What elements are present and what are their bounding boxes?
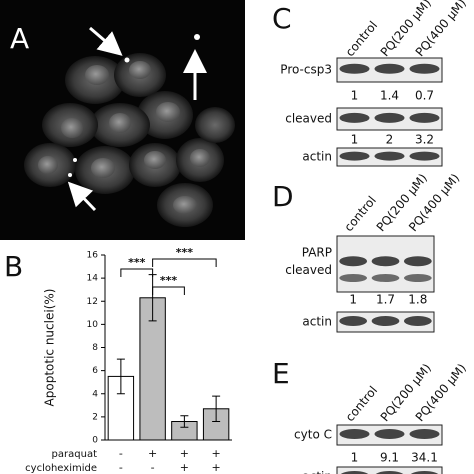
band <box>409 151 440 161</box>
y-tick-label: 14 <box>87 274 99 284</box>
condition-sign: - <box>151 461 155 474</box>
band <box>410 471 439 474</box>
quantification: 1.7 <box>376 293 395 307</box>
quantification: 9.1 <box>380 451 399 465</box>
error-bar-path <box>180 415 189 428</box>
band <box>409 429 440 439</box>
blot-label: actin <box>302 470 332 474</box>
quantification: 34.1 <box>411 451 438 465</box>
band <box>403 316 432 326</box>
band <box>339 274 368 282</box>
error-bar-path <box>212 395 221 422</box>
condition-sign: + <box>212 447 221 460</box>
y-tick-label: 2 <box>92 412 98 422</box>
condition-sign: - <box>119 447 123 460</box>
panel-label: A <box>10 22 29 55</box>
quantification: 1.4 <box>380 89 399 103</box>
band <box>371 316 400 326</box>
panel-label: C <box>272 2 292 35</box>
band <box>374 151 405 161</box>
condition-sign: + <box>212 461 221 474</box>
blot-label: cyto C <box>294 428 332 442</box>
significance-bracket <box>120 268 154 277</box>
micrograph: A <box>0 0 245 240</box>
y-tick-label: 4 <box>92 389 98 399</box>
quantification: 3.2 <box>415 133 434 147</box>
band <box>371 274 400 282</box>
significance-bracket <box>152 286 185 295</box>
band <box>371 256 400 267</box>
panel-label: D <box>272 180 294 213</box>
quantification: 1 <box>351 133 359 147</box>
lane-header: control <box>341 193 378 234</box>
panel-label: E <box>272 357 290 390</box>
y-tick-label: 6 <box>92 366 98 376</box>
error-bar <box>116 358 125 395</box>
significance-bracket <box>152 258 217 267</box>
significance-label: *** <box>160 274 178 287</box>
condition-sign: + <box>180 447 189 460</box>
error-bar <box>212 395 221 422</box>
quantification: 1.8 <box>408 293 427 307</box>
y-tick-label: 12 <box>87 297 98 307</box>
quantification: 1 <box>351 451 359 465</box>
blot-label: Pro-csp3 <box>280 63 332 77</box>
significance-label: *** <box>176 246 194 259</box>
y-tick-label: 10 <box>87 320 99 330</box>
blot-label: cleaved <box>285 263 332 277</box>
blot-label: cleaved <box>285 112 332 126</box>
band <box>375 471 404 474</box>
condition-sign: - <box>119 461 123 474</box>
band <box>409 112 440 123</box>
y-axis-label: Apoptotic nuclei(%) <box>43 289 57 407</box>
lane-header: control <box>343 18 380 59</box>
blot-label: actin <box>302 150 332 164</box>
condition-name: paraquat <box>52 449 98 460</box>
error-bar <box>180 415 189 428</box>
band <box>403 256 432 267</box>
significance-label: *** <box>128 256 146 269</box>
blot-label: actin <box>302 315 332 329</box>
band <box>403 274 432 282</box>
band <box>374 429 405 439</box>
condition-name: cycloheximide <box>25 463 97 474</box>
y-tick-label: 0 <box>92 436 98 446</box>
band <box>339 63 370 74</box>
error-bar-path <box>116 358 125 395</box>
band <box>374 112 405 123</box>
band <box>339 112 370 123</box>
band <box>340 471 369 474</box>
panel-label: B <box>4 250 23 283</box>
quantification: 1 <box>349 293 357 307</box>
quantification: 0.7 <box>415 89 434 103</box>
quantification: 1 <box>351 89 359 103</box>
blot <box>336 466 443 474</box>
band <box>339 316 368 326</box>
band <box>339 151 370 161</box>
quantification: 2 <box>386 133 394 147</box>
y-tick-label: 16 <box>87 251 99 261</box>
condition-sign: + <box>148 447 157 460</box>
band <box>409 63 440 74</box>
band <box>339 429 370 439</box>
y-tick-label: 8 <box>92 343 98 353</box>
band <box>374 63 405 74</box>
condition-sign: + <box>180 461 189 474</box>
blot-label: PARP <box>302 245 332 259</box>
lane-header: control <box>343 383 380 424</box>
band <box>339 256 368 267</box>
